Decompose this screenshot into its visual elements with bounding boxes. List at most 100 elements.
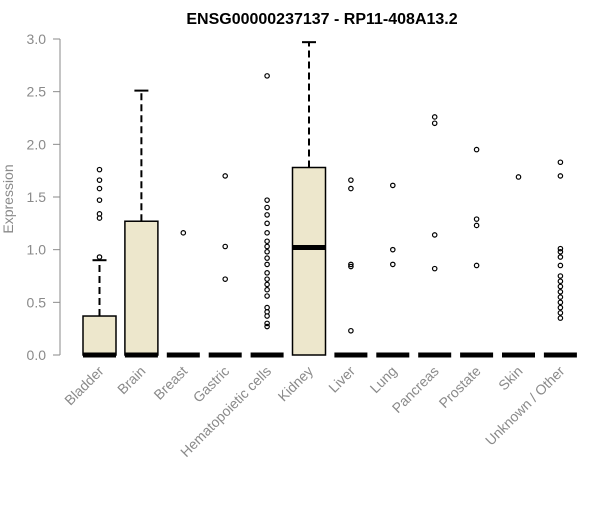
outlier-point <box>264 243 270 250</box>
outlier-point <box>557 173 564 179</box>
outlier-point <box>557 299 564 306</box>
outlier-point <box>473 216 480 222</box>
outlier-point <box>96 166 103 173</box>
outlier-point <box>222 173 229 179</box>
outlier-point <box>96 254 103 260</box>
y-tick-label: 1.5 <box>27 189 47 205</box>
outlier-point <box>557 278 564 285</box>
outlier-point <box>348 263 354 270</box>
outlier-point <box>431 114 438 120</box>
box-group <box>82 166 117 358</box>
category-label: Brain <box>114 363 148 397</box>
y-tick-label: 3.0 <box>27 31 47 47</box>
outlier-point <box>431 120 438 127</box>
category-label: Kidney <box>275 363 317 405</box>
category-label: Unknown / Other <box>482 363 568 449</box>
outlier-point <box>264 261 270 268</box>
outlier-point <box>264 204 270 211</box>
outlier-point <box>264 248 270 255</box>
outlier-point <box>264 293 270 299</box>
box-group <box>166 230 200 358</box>
outlier-point <box>515 174 522 180</box>
outlier-point <box>222 276 229 282</box>
outlier-point <box>264 230 270 236</box>
box-group <box>502 174 535 358</box>
outlier-point <box>264 276 270 282</box>
category-label: Skin <box>495 363 526 394</box>
y-tick-label: 2.0 <box>27 136 47 152</box>
outlier-point <box>473 146 480 153</box>
category-label: Lung <box>367 363 400 396</box>
outlier-point <box>348 261 354 268</box>
outlier-point <box>264 212 270 218</box>
outlier-point <box>264 304 270 311</box>
box-group <box>418 114 452 358</box>
box <box>124 220 159 356</box>
outlier-point <box>389 182 396 189</box>
outlier-point <box>557 288 564 295</box>
outlier-point <box>264 270 270 276</box>
box <box>291 166 327 356</box>
outlier-point <box>473 262 480 269</box>
chart-title: ENSG00000237137 - RP11-408A13.2 <box>186 11 457 28</box>
outlier-point <box>557 245 564 252</box>
outlier-point <box>431 232 438 238</box>
outlier-point <box>264 281 270 288</box>
outlier-point <box>264 73 270 79</box>
y-tick-label: 1.0 <box>27 242 47 258</box>
outlier-point <box>473 222 480 229</box>
outlier-point <box>96 177 103 183</box>
outlier-point <box>264 197 270 203</box>
outlier-point <box>96 211 103 217</box>
box-group <box>124 89 159 358</box>
outlier-point <box>557 262 564 269</box>
plot-area <box>82 41 577 358</box>
outlier-point <box>264 255 270 261</box>
box-group <box>376 182 410 358</box>
outlier-point <box>557 310 564 316</box>
outlier-point <box>96 185 103 192</box>
outlier-point <box>96 197 103 203</box>
category-label: Liver <box>325 363 358 396</box>
y-tick-label: 0.0 <box>27 347 47 363</box>
category-label: Prostate <box>436 363 484 411</box>
box-group <box>460 146 494 358</box>
box-group <box>208 173 242 358</box>
outlier-point <box>348 327 354 334</box>
outlier-point <box>557 273 564 279</box>
outlier-point <box>264 220 270 227</box>
outlier-point <box>431 265 438 272</box>
outlier-point <box>348 185 354 192</box>
outlier-point <box>222 243 229 250</box>
outlier-point <box>557 248 564 255</box>
box-group <box>543 159 577 358</box>
outlier-point <box>557 254 564 260</box>
y-axis: 0.0 0.5 1.0 1.5 2.0 2.5 3.0 <box>27 31 61 363</box>
outlier-point <box>180 230 187 236</box>
category-label: Breast <box>150 363 190 403</box>
outlier-point <box>264 286 270 293</box>
category-label: Bladder <box>61 363 107 409</box>
outlier-point <box>557 294 564 300</box>
box <box>82 315 117 356</box>
outlier-point <box>264 320 270 327</box>
outlier-point <box>264 238 270 245</box>
outlier-point <box>557 283 564 290</box>
box-group <box>334 177 368 358</box>
y-tick-label: 2.5 <box>27 84 47 100</box>
outlier-point <box>348 177 354 183</box>
outlier-point <box>557 315 564 321</box>
y-tick-label: 0.5 <box>27 294 47 310</box>
box-group <box>250 73 284 358</box>
y-axis-label: Expression <box>0 164 16 233</box>
outlier-point <box>389 261 396 268</box>
outlier-point <box>389 246 396 253</box>
outlier-point <box>557 159 564 166</box>
category-label: Pancreas <box>389 363 442 416</box>
outlier-point <box>264 323 270 330</box>
box-group <box>291 41 327 356</box>
outlier-point <box>557 304 564 311</box>
